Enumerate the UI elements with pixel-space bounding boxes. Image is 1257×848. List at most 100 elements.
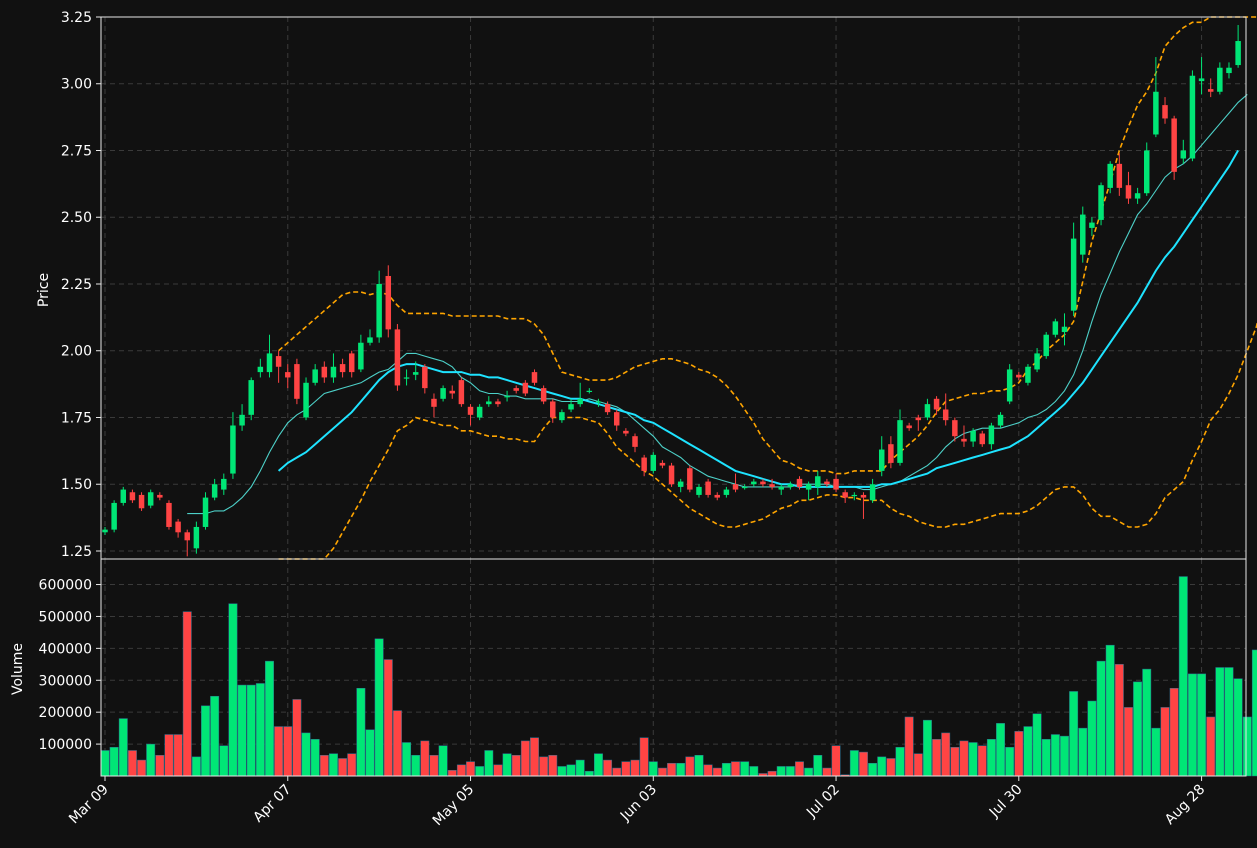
volume-bar <box>1005 747 1015 777</box>
price-tick-label: 3.25 <box>61 10 92 26</box>
volume-bar <box>877 756 887 777</box>
candle-body <box>330 366 337 378</box>
candle-body <box>1235 41 1241 66</box>
candle-body <box>732 484 739 490</box>
volume-bar <box>191 756 201 777</box>
candle-body <box>458 380 465 405</box>
price-tick-label: 3.00 <box>61 77 92 93</box>
volume-bar <box>100 750 110 777</box>
candle-body <box>751 481 757 485</box>
volume-bar <box>822 767 832 777</box>
volume-bar <box>1023 726 1033 777</box>
volume-bar <box>392 710 402 777</box>
volume-bar <box>1233 678 1243 777</box>
price-tick-label: 2.00 <box>61 344 92 360</box>
volume-bar <box>1087 700 1097 777</box>
volume-bar <box>447 770 457 777</box>
candle-body <box>1070 238 1077 311</box>
candle-body <box>385 275 392 330</box>
candle-body <box>1162 105 1168 119</box>
volume-tick-label: 400000 <box>39 641 92 657</box>
volume-bar <box>639 737 649 777</box>
candle-body <box>339 364 346 373</box>
volume-axis-label: Volume <box>10 643 26 695</box>
candle-body <box>659 462 666 466</box>
candle-body <box>979 433 985 445</box>
candle-body <box>623 430 629 434</box>
volume-bar <box>456 764 466 777</box>
volume-bar <box>731 761 740 777</box>
candle-body <box>796 478 803 487</box>
volume-bar <box>922 719 932 777</box>
volume-bar <box>959 740 969 777</box>
candle-body <box>348 353 355 373</box>
volume-bar <box>904 716 914 777</box>
price-tick-label: 1.50 <box>61 477 92 493</box>
volume-bar <box>475 766 485 777</box>
candle-body <box>1080 214 1086 255</box>
volume-bar <box>977 745 987 777</box>
candle-body <box>403 377 410 379</box>
volume-bar <box>849 750 859 777</box>
upper-band-line <box>278 16 1257 475</box>
volume-bar <box>466 761 475 777</box>
volume-bar <box>493 764 503 777</box>
volume-bar <box>621 761 631 777</box>
candle-body <box>997 414 1004 426</box>
volume-bar <box>228 603 238 777</box>
candle-body <box>815 476 821 487</box>
volume-bar <box>210 695 220 777</box>
candle-body <box>540 388 547 402</box>
candle-body <box>394 329 401 386</box>
price-tick-label: 1.75 <box>61 410 92 426</box>
candle-body <box>906 425 912 429</box>
candle-body <box>778 486 784 490</box>
volume-bar <box>511 755 521 777</box>
volume-bar <box>584 770 594 777</box>
volume-bar <box>630 759 640 777</box>
price-y-axis: 1.25 1.50 1.75 2.00 2.25 2.50 2.75 3.00 3.25 <box>61 10 101 560</box>
volume-bar <box>109 747 119 777</box>
candle-body <box>504 396 510 398</box>
volume-bar <box>813 755 823 777</box>
volume-bar <box>1041 739 1051 777</box>
volume-bar <box>886 758 896 777</box>
candle-body <box>184 532 190 541</box>
ma-short-line <box>187 93 1248 515</box>
candle-body <box>714 494 720 498</box>
candle-body <box>632 436 638 447</box>
volume-bar <box>895 747 905 777</box>
candle-body <box>138 494 145 509</box>
candle-body <box>1125 185 1132 199</box>
candle-body <box>933 398 940 410</box>
candle-body <box>321 366 328 378</box>
volume-bar <box>1197 673 1207 777</box>
volume-bar <box>868 762 878 777</box>
volume-bar <box>420 740 430 777</box>
volume-bar <box>1050 734 1060 777</box>
candle-body <box>495 401 501 405</box>
volume-bar <box>255 683 265 777</box>
volume-bar <box>539 756 549 777</box>
volume-bar <box>749 766 759 777</box>
candle-body <box>1098 185 1104 220</box>
volume-bar <box>265 660 274 777</box>
candle-body <box>824 481 830 485</box>
candle-body <box>1016 374 1022 378</box>
volume-bar <box>146 743 156 777</box>
volume-bar <box>941 732 951 777</box>
candle-body <box>202 497 209 527</box>
candle-body <box>211 484 218 498</box>
candle-body <box>1180 150 1187 159</box>
volume-bar <box>1069 691 1079 777</box>
candle-body <box>1226 67 1232 74</box>
candle-body <box>467 406 474 415</box>
candle-body <box>221 478 227 490</box>
candle-body <box>1061 326 1068 333</box>
candle-body <box>531 372 538 383</box>
volume-bar <box>301 732 311 777</box>
volume-bar <box>1160 707 1170 777</box>
candle-body <box>129 492 136 501</box>
volume-bar <box>996 723 1005 777</box>
volume-bar <box>164 734 174 777</box>
